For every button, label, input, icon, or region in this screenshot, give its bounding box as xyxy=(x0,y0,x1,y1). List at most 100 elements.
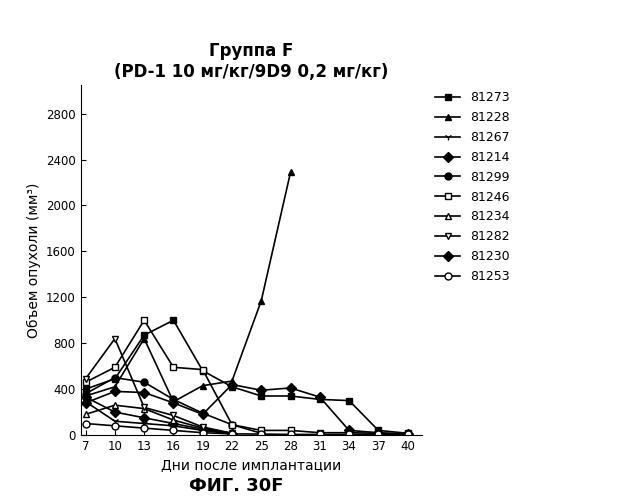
81253 xyxy=(374,432,382,438)
81273 xyxy=(287,393,294,399)
Line: 81234: 81234 xyxy=(82,402,235,437)
81228 xyxy=(170,398,177,404)
81253 xyxy=(140,425,148,431)
81273 xyxy=(199,368,206,374)
81299 xyxy=(111,374,119,380)
81282 xyxy=(82,376,89,382)
81267 xyxy=(82,398,89,404)
81267 xyxy=(111,418,119,424)
Title: Группа F
(PD-1 10 мг/кг/9D9 0,2 мг/кг): Группа F (PD-1 10 мг/кг/9D9 0,2 мг/кг) xyxy=(114,42,389,80)
81246 xyxy=(404,431,411,437)
81273 xyxy=(82,386,89,392)
Line: 81299: 81299 xyxy=(82,374,265,437)
81228 xyxy=(82,393,89,399)
81230 xyxy=(199,412,206,418)
81267 xyxy=(199,428,206,434)
X-axis label: Дни после имплантации: Дни после имплантации xyxy=(161,458,342,472)
81214 xyxy=(140,415,148,421)
81230 xyxy=(404,431,411,437)
81246 xyxy=(170,364,177,370)
81246 xyxy=(229,422,236,428)
81282 xyxy=(140,404,148,410)
81234 xyxy=(82,412,89,418)
81214 xyxy=(82,394,89,400)
81246 xyxy=(111,364,119,370)
81234 xyxy=(111,402,119,408)
81228 xyxy=(199,382,206,388)
81253 xyxy=(170,428,177,434)
81253 xyxy=(404,432,411,438)
81299 xyxy=(82,390,89,396)
81228 xyxy=(140,336,148,342)
81228 xyxy=(287,169,294,175)
81230 xyxy=(258,387,265,393)
Y-axis label: Объем опухоли (мм³): Объем опухоли (мм³) xyxy=(27,182,40,338)
Line: 81253: 81253 xyxy=(82,420,411,438)
Line: 81214: 81214 xyxy=(82,394,235,438)
81230 xyxy=(111,388,119,394)
81230 xyxy=(345,428,353,434)
Legend: 81273, 81228, 81267, 81214, 81299, 81246, 81234, 81282, 81230, 81253: 81273, 81228, 81267, 81214, 81299, 81246… xyxy=(435,91,510,283)
81299 xyxy=(170,396,177,402)
Line: 81282: 81282 xyxy=(82,335,235,437)
81253 xyxy=(345,432,353,438)
Line: 81246: 81246 xyxy=(82,317,411,438)
81234 xyxy=(140,406,148,411)
81230 xyxy=(287,385,294,391)
81299 xyxy=(258,430,265,436)
81246 xyxy=(345,430,353,436)
81282 xyxy=(170,412,177,418)
81234 xyxy=(199,425,206,431)
81214 xyxy=(229,431,236,437)
81273 xyxy=(258,393,265,399)
81253 xyxy=(316,432,324,438)
Line: 81267: 81267 xyxy=(82,398,235,438)
81246 xyxy=(316,430,324,436)
81253 xyxy=(229,431,236,437)
81246 xyxy=(374,430,382,436)
81273 xyxy=(140,332,148,338)
81282 xyxy=(229,430,236,436)
81230 xyxy=(229,382,236,388)
81246 xyxy=(258,428,265,434)
81228 xyxy=(229,378,236,384)
81282 xyxy=(111,336,119,342)
Text: ФИГ. 30F: ФИГ. 30F xyxy=(189,477,283,495)
81246 xyxy=(199,366,206,372)
81253 xyxy=(199,430,206,436)
81273 xyxy=(170,317,177,323)
81230 xyxy=(140,390,148,396)
81273 xyxy=(229,384,236,390)
81267 xyxy=(140,420,148,426)
81234 xyxy=(229,430,236,436)
81214 xyxy=(111,409,119,415)
81299 xyxy=(199,410,206,416)
81299 xyxy=(229,422,236,428)
81299 xyxy=(140,379,148,385)
81273 xyxy=(345,398,353,404)
81214 xyxy=(170,420,177,426)
81273 xyxy=(374,428,382,434)
81253 xyxy=(258,431,265,437)
81253 xyxy=(287,432,294,438)
81230 xyxy=(374,430,382,436)
Line: 81273: 81273 xyxy=(82,317,411,437)
81246 xyxy=(287,428,294,434)
81230 xyxy=(82,400,89,406)
81282 xyxy=(199,424,206,430)
81246 xyxy=(140,317,148,323)
81273 xyxy=(316,396,324,402)
81246 xyxy=(82,379,89,385)
81253 xyxy=(82,420,89,426)
81273 xyxy=(111,376,119,382)
81267 xyxy=(170,423,177,429)
Line: 81230: 81230 xyxy=(82,381,411,438)
81253 xyxy=(111,423,119,429)
81214 xyxy=(199,426,206,432)
81234 xyxy=(170,417,177,423)
81267 xyxy=(229,431,236,437)
81228 xyxy=(111,384,119,390)
Line: 81228: 81228 xyxy=(82,168,294,405)
81273 xyxy=(404,430,411,436)
81230 xyxy=(170,400,177,406)
